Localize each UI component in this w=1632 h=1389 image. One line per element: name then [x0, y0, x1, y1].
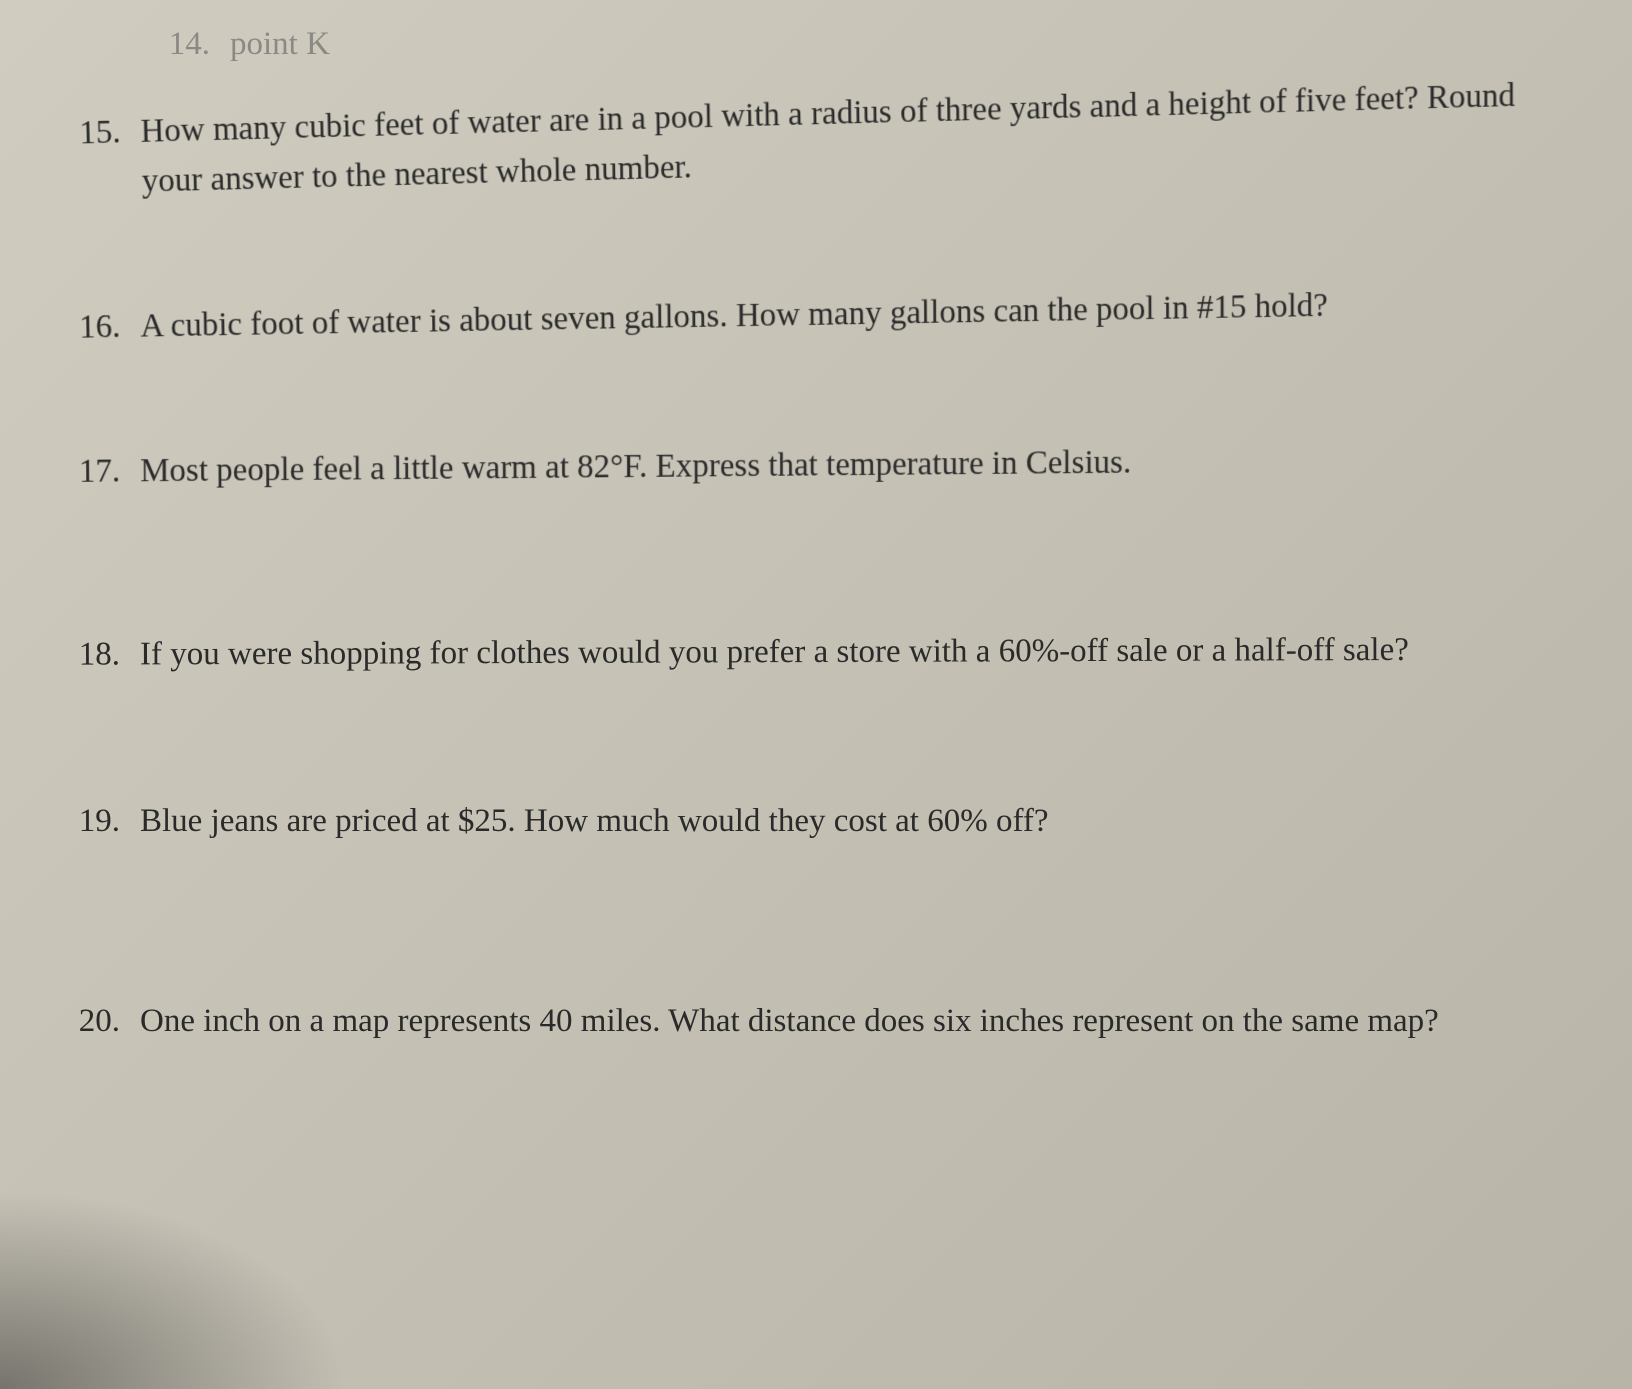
- question-text: point K: [230, 20, 1572, 70]
- question-number: 19.: [60, 797, 140, 847]
- question-16: 16. A cubic foot of water is about seven…: [60, 277, 1572, 353]
- question-14: 14. point K: [60, 20, 1572, 70]
- question-number: 14.: [150, 20, 230, 70]
- question-text: Blue jeans are priced at $25. How much w…: [140, 797, 1572, 847]
- question-18: 18. If you were shopping for clothes wou…: [60, 625, 1572, 680]
- question-text: How many cubic feet of water are in a po…: [140, 70, 1573, 206]
- question-text: A cubic foot of water is about seven gal…: [140, 277, 1572, 351]
- question-number: 15.: [60, 107, 141, 159]
- question-20: 20. One inch on a map represents 40 mile…: [60, 997, 1572, 1047]
- question-17: 17. Most people feel a little warm at 82…: [60, 435, 1572, 498]
- worksheet-page: 14. point K 15. How many cubic feet of w…: [0, 0, 1632, 1389]
- question-text: If you were shopping for clothes would y…: [140, 625, 1572, 679]
- question-number: 18.: [60, 630, 140, 680]
- question-number: 17.: [60, 447, 140, 497]
- question-text: One inch on a map represents 40 miles. W…: [140, 997, 1572, 1047]
- question-19: 19. Blue jeans are priced at $25. How mu…: [60, 797, 1572, 847]
- question-number: 16.: [60, 302, 141, 353]
- question-text: Most people feel a little warm at 82°F. …: [140, 435, 1572, 497]
- question-15: 15. How many cubic feet of water are in …: [60, 70, 1573, 208]
- shadow-overlay: [0, 1189, 350, 1389]
- question-number: 20.: [60, 997, 140, 1047]
